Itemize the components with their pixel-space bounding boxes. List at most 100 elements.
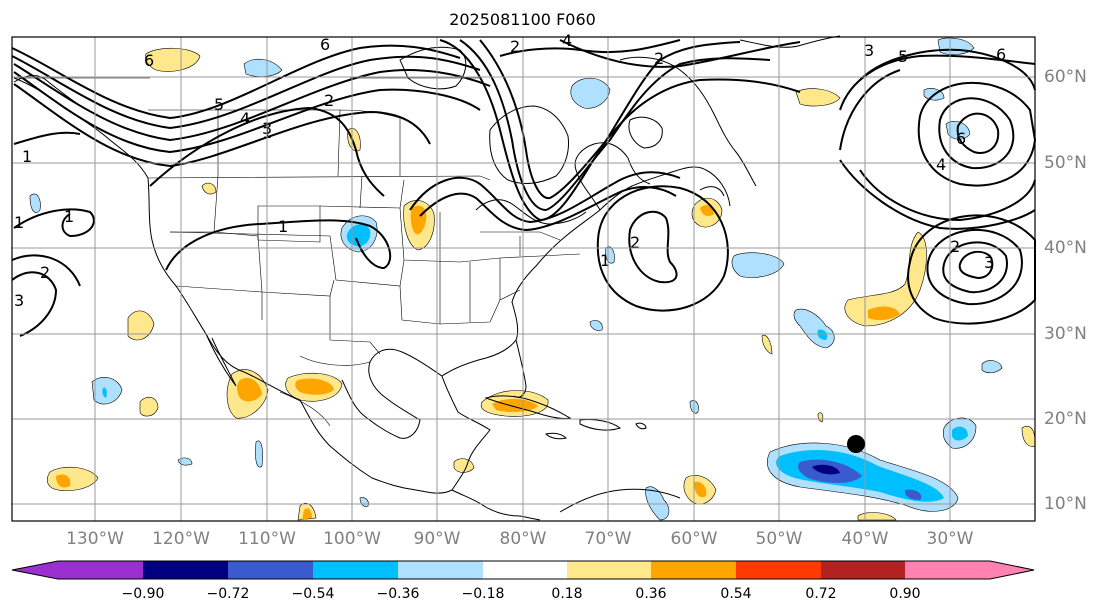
- contour-label: 1: [14, 213, 24, 232]
- lon-label: 100°W: [323, 529, 381, 549]
- contour-label: 5: [214, 95, 224, 114]
- border: [399, 285, 521, 325]
- colorbar-bin: [651, 561, 736, 579]
- contour-line: [165, 219, 392, 271]
- coastline: [205, 333, 237, 387]
- coastline: [451, 489, 541, 521]
- anomaly-shading: [29, 37, 1036, 521]
- lon-label: 110°W: [238, 529, 296, 549]
- shade-blob: [127, 310, 155, 341]
- shade-blob: [359, 497, 369, 507]
- shade-blob: [346, 224, 371, 247]
- shade-blob: [255, 440, 263, 468]
- lon-label: 80°W: [499, 529, 547, 549]
- height-contours: [11, 39, 1037, 337]
- contour-line: [13, 208, 95, 238]
- colorbar-bin: [821, 561, 905, 579]
- shade-blob: [145, 47, 201, 72]
- shade-blob: [793, 308, 835, 349]
- colorbar-tick-label: −0.72: [206, 586, 250, 602]
- border: [337, 109, 401, 177]
- coastline: [699, 186, 725, 197]
- colorbar-tick-label: −0.90: [121, 586, 165, 602]
- border: [279, 355, 371, 427]
- state-borders: [14, 77, 581, 427]
- contour-label: 3: [864, 41, 874, 60]
- shade-blob: [453, 458, 475, 473]
- colorbar-bin: [313, 561, 398, 579]
- colorbar-bin: [736, 561, 821, 579]
- contour-line: [11, 271, 58, 337]
- colorbar-max-extend: [990, 561, 1034, 579]
- contour-line: [956, 112, 1000, 154]
- coastline: [489, 105, 569, 184]
- lat-label: 50°N: [1044, 153, 1087, 173]
- contour-line: [628, 210, 678, 284]
- contour-line: [149, 106, 385, 197]
- colorbar-outline: [11, 560, 1035, 580]
- lon-label: 30°W: [926, 529, 974, 549]
- contour-line: [839, 54, 1036, 111]
- lon-label: 130°W: [66, 529, 124, 549]
- coastline: [513, 339, 527, 398]
- border: [257, 205, 321, 243]
- lat-label: 40°N: [1044, 238, 1087, 258]
- shade-blob: [139, 396, 159, 417]
- coastlines: [13, 35, 841, 521]
- contour-line: [907, 214, 1036, 325]
- border: [439, 258, 501, 324]
- shade-blob: [589, 320, 603, 331]
- contour-label: 5: [898, 47, 908, 66]
- contour-line: [839, 159, 1036, 230]
- contour-label: 2: [654, 49, 664, 68]
- contour-label: 3: [14, 291, 24, 310]
- border: [261, 292, 381, 355]
- coastline: [475, 199, 587, 225]
- contour-line: [13, 63, 491, 142]
- shade-blob: [102, 387, 107, 398]
- contour-label: 6: [956, 129, 966, 148]
- contour-label: 4: [936, 155, 946, 174]
- contour-line: [459, 39, 771, 212]
- colorbar-bin: [398, 561, 483, 579]
- shade-blob: [347, 128, 361, 152]
- lon-label: 40°W: [841, 529, 889, 549]
- border: [213, 175, 335, 297]
- contour-label: 2: [950, 237, 960, 256]
- contour-line: [11, 44, 461, 120]
- contour-label: 2: [510, 37, 520, 56]
- contour-line: [11, 254, 81, 287]
- shade-blob: [56, 474, 71, 488]
- shade-blob: [817, 329, 828, 340]
- graticule: [12, 37, 1035, 521]
- shade-blob: [817, 412, 824, 423]
- colorbar: [11, 560, 1035, 580]
- contour-line: [559, 39, 801, 68]
- contour-line: [13, 83, 431, 168]
- shade-blob: [177, 457, 193, 466]
- lat-label: 60°N: [1044, 67, 1087, 87]
- shade-blob: [795, 88, 841, 107]
- coastline: [574, 142, 651, 211]
- shade-blob: [237, 377, 262, 402]
- contour-label: 2: [40, 263, 50, 282]
- colorbar-bin: [567, 561, 651, 579]
- colorbar-tick-label: −0.18: [461, 586, 505, 602]
- colorbar-tick-label: 0.36: [635, 586, 667, 602]
- border: [147, 175, 491, 181]
- coastline: [628, 116, 663, 149]
- coastline: [579, 419, 622, 431]
- shade-blob: [91, 377, 123, 405]
- border: [170, 231, 263, 293]
- colorbar-bin: [905, 561, 990, 579]
- lon-label: 70°W: [584, 529, 632, 549]
- coastline: [739, 35, 841, 48]
- lon-label: 60°W: [670, 529, 718, 549]
- contour-line: [596, 185, 729, 312]
- coastline: [441, 166, 731, 377]
- lat-label: 20°N: [1044, 409, 1087, 429]
- border: [359, 175, 441, 262]
- contour-line: [13, 71, 481, 154]
- shade-blob: [857, 512, 897, 521]
